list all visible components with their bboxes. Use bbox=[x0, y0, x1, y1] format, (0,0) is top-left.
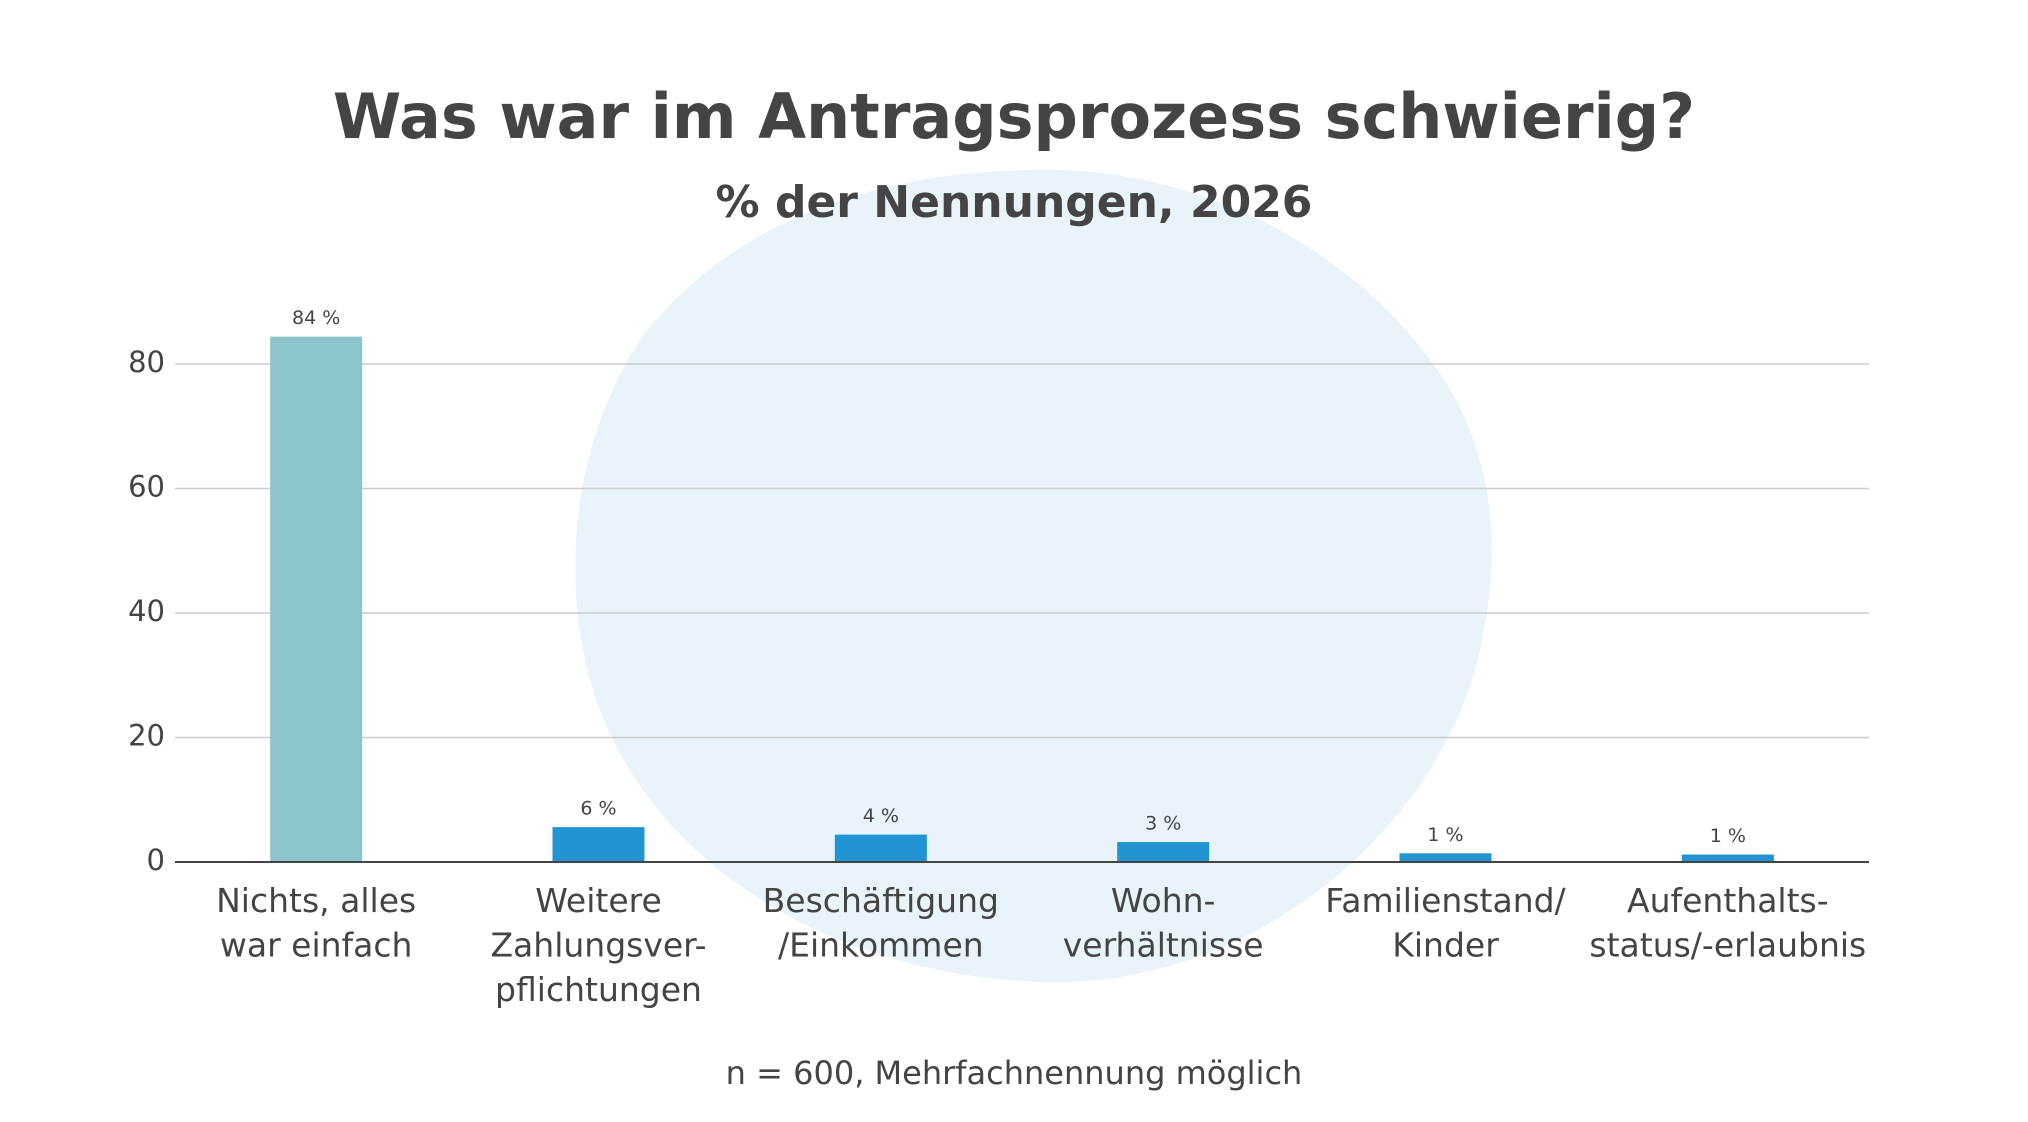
value-label: 84 % bbox=[292, 307, 340, 329]
y-tick-label: 60 bbox=[128, 470, 165, 504]
footnote: n = 600, Mehrfachnennung möglich bbox=[726, 1054, 1303, 1092]
y-tick-label: 80 bbox=[128, 345, 165, 379]
x-tick-label: Familienstand/Kinder bbox=[1325, 881, 1566, 965]
x-tick-label: Aufenthalts-status/-erlaubnis bbox=[1589, 881, 1866, 965]
bar bbox=[552, 827, 645, 862]
bar bbox=[270, 336, 363, 862]
chart-subtitle: % der Nennungen, 2026 bbox=[716, 177, 1313, 228]
x-tick-label: Beschäftigung/Einkommen bbox=[763, 881, 999, 965]
bar bbox=[1399, 853, 1492, 862]
value-label: 3 % bbox=[1145, 813, 1181, 835]
x-tick-label: Weitere Zahlungsver-pflichtungen bbox=[490, 881, 706, 1009]
y-tick-label: 40 bbox=[128, 594, 165, 628]
y-tick-label: 0 bbox=[147, 843, 165, 877]
chart-title: Was war im Antragsprozess schwierig? bbox=[333, 80, 1695, 153]
value-label: 1 % bbox=[1427, 824, 1463, 846]
y-tick-label: 20 bbox=[128, 719, 165, 753]
value-label: 6 % bbox=[580, 798, 616, 820]
x-tick-label: Wohn-verhältnisse bbox=[1063, 881, 1264, 965]
bar bbox=[1117, 842, 1210, 862]
bar bbox=[834, 834, 927, 862]
background-blob bbox=[575, 169, 1492, 983]
x-tick-label: Nichts, alles war einfach bbox=[216, 881, 416, 965]
value-label: 1 % bbox=[1710, 825, 1746, 847]
value-label: 4 % bbox=[863, 805, 899, 827]
bar bbox=[1681, 854, 1774, 862]
